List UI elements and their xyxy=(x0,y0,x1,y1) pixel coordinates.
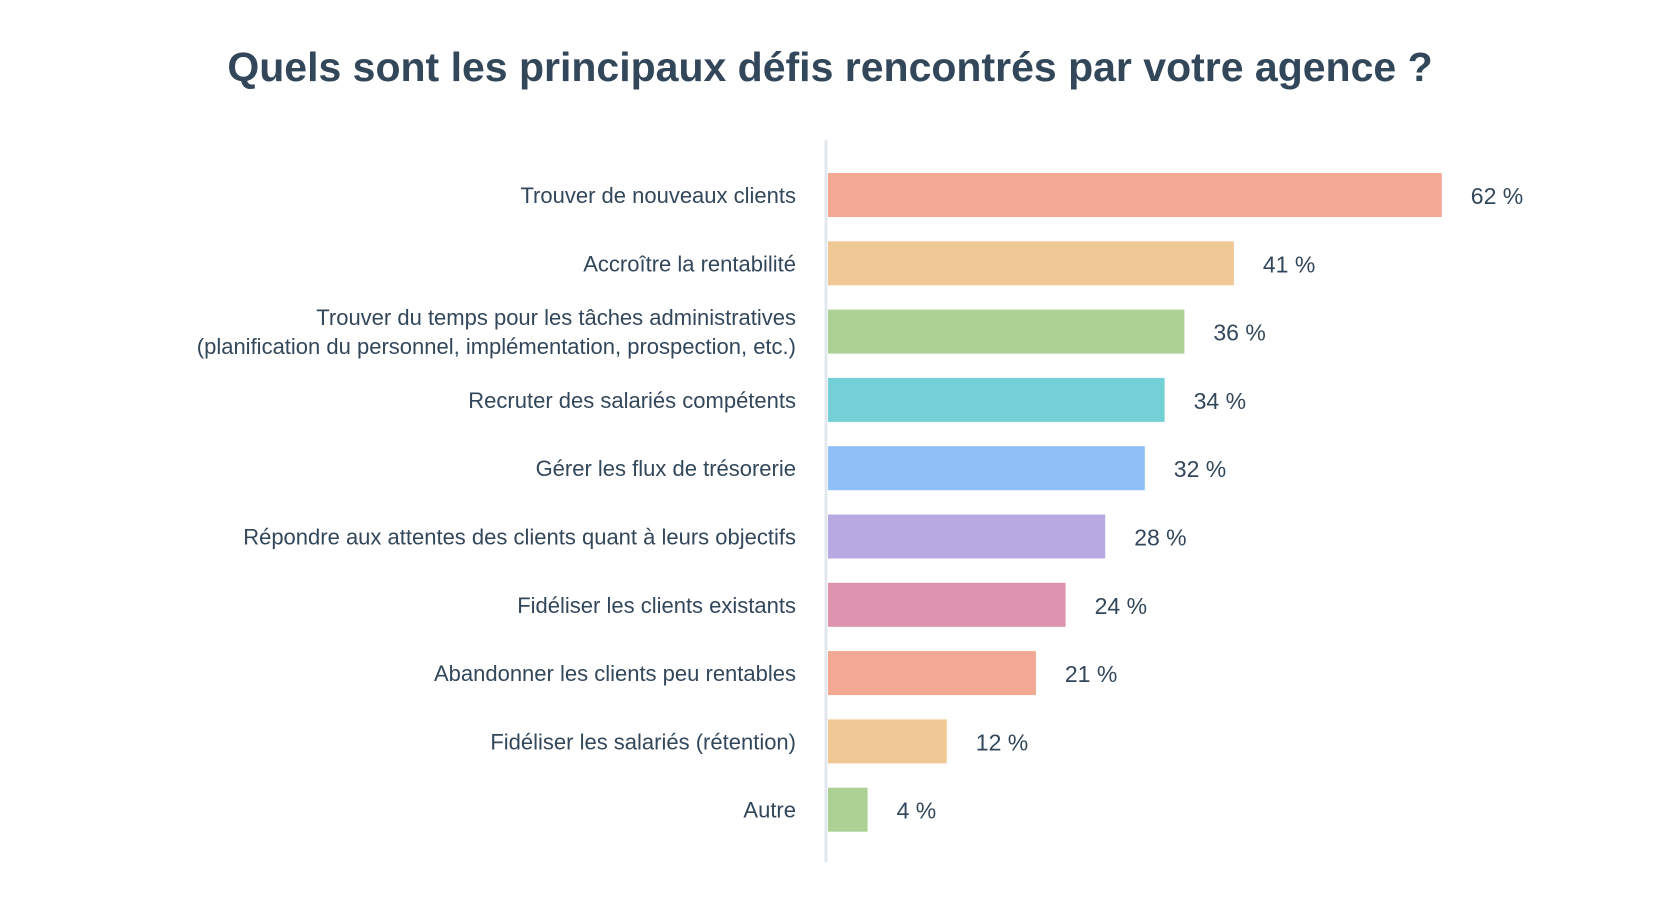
bar xyxy=(828,446,1145,491)
category-label-line: Répondre aux attentes des clients quant … xyxy=(243,525,796,550)
bar xyxy=(828,309,1185,354)
category-label: Trouver de nouveaux clients xyxy=(520,183,796,208)
category-label-line: Fidéliser les clients existants xyxy=(517,593,796,618)
category-label-line: Trouver de nouveaux clients xyxy=(520,183,796,208)
category-labels: Trouver de nouveaux clients Accroître la … xyxy=(197,183,796,823)
category-label-line: Gérer les flux de trésorerie xyxy=(536,456,796,481)
chart-title: Quels sont les principaux défis rencontr… xyxy=(227,44,1433,90)
category-label: Répondre aux attentes des clients quant … xyxy=(243,525,796,550)
value-label: 62 % xyxy=(1471,183,1523,209)
category-label-line: Abandonner les clients peu rentables xyxy=(434,661,796,686)
category-label: Fidéliser les clients existants xyxy=(517,593,796,618)
bar xyxy=(828,377,1165,422)
bar xyxy=(828,173,1442,217)
category-label-line: Autre xyxy=(743,798,796,823)
value-label: 28 % xyxy=(1134,525,1186,551)
value-label: 12 % xyxy=(976,729,1028,755)
value-label: 41 % xyxy=(1263,251,1315,277)
value-label: 4 % xyxy=(897,798,937,824)
bar xyxy=(828,582,1066,627)
value-label: 32 % xyxy=(1174,456,1226,482)
value-labels: 62 % 41 % 36 % 34 % 32 % 28 % 24 % 21 % 12 % 4 % xyxy=(897,183,1524,824)
category-label: Trouver du temps pour les tâches adminis… xyxy=(197,305,796,359)
category-label-line: Fidéliser les salariés (rétention) xyxy=(490,729,796,754)
bar xyxy=(828,241,1234,286)
bars-group xyxy=(828,173,1442,832)
category-label: Recruter des salariés compétents xyxy=(468,388,796,413)
category-label-line: Recruter des salariés compétents xyxy=(468,388,796,413)
value-label: 21 % xyxy=(1065,661,1117,687)
value-label: 24 % xyxy=(1095,593,1147,619)
category-label-line: Accroître la rentabilité xyxy=(583,251,796,276)
value-label: 36 % xyxy=(1213,320,1265,346)
category-label: Autre xyxy=(743,798,796,823)
category-label-line: Trouver du temps pour les tâches adminis… xyxy=(316,305,796,330)
category-label: Fidéliser les salariés (rétention) xyxy=(490,729,796,754)
bar xyxy=(828,651,1036,696)
category-label-line: (planification du personnel, implémentat… xyxy=(197,334,796,359)
bar xyxy=(828,787,868,832)
bar xyxy=(828,514,1106,559)
category-label: Accroître la rentabilité xyxy=(583,251,796,276)
category-label: Gérer les flux de trésorerie xyxy=(536,456,796,481)
category-label: Abandonner les clients peu rentables xyxy=(434,661,796,686)
bar xyxy=(828,719,947,764)
value-label: 34 % xyxy=(1194,388,1246,414)
